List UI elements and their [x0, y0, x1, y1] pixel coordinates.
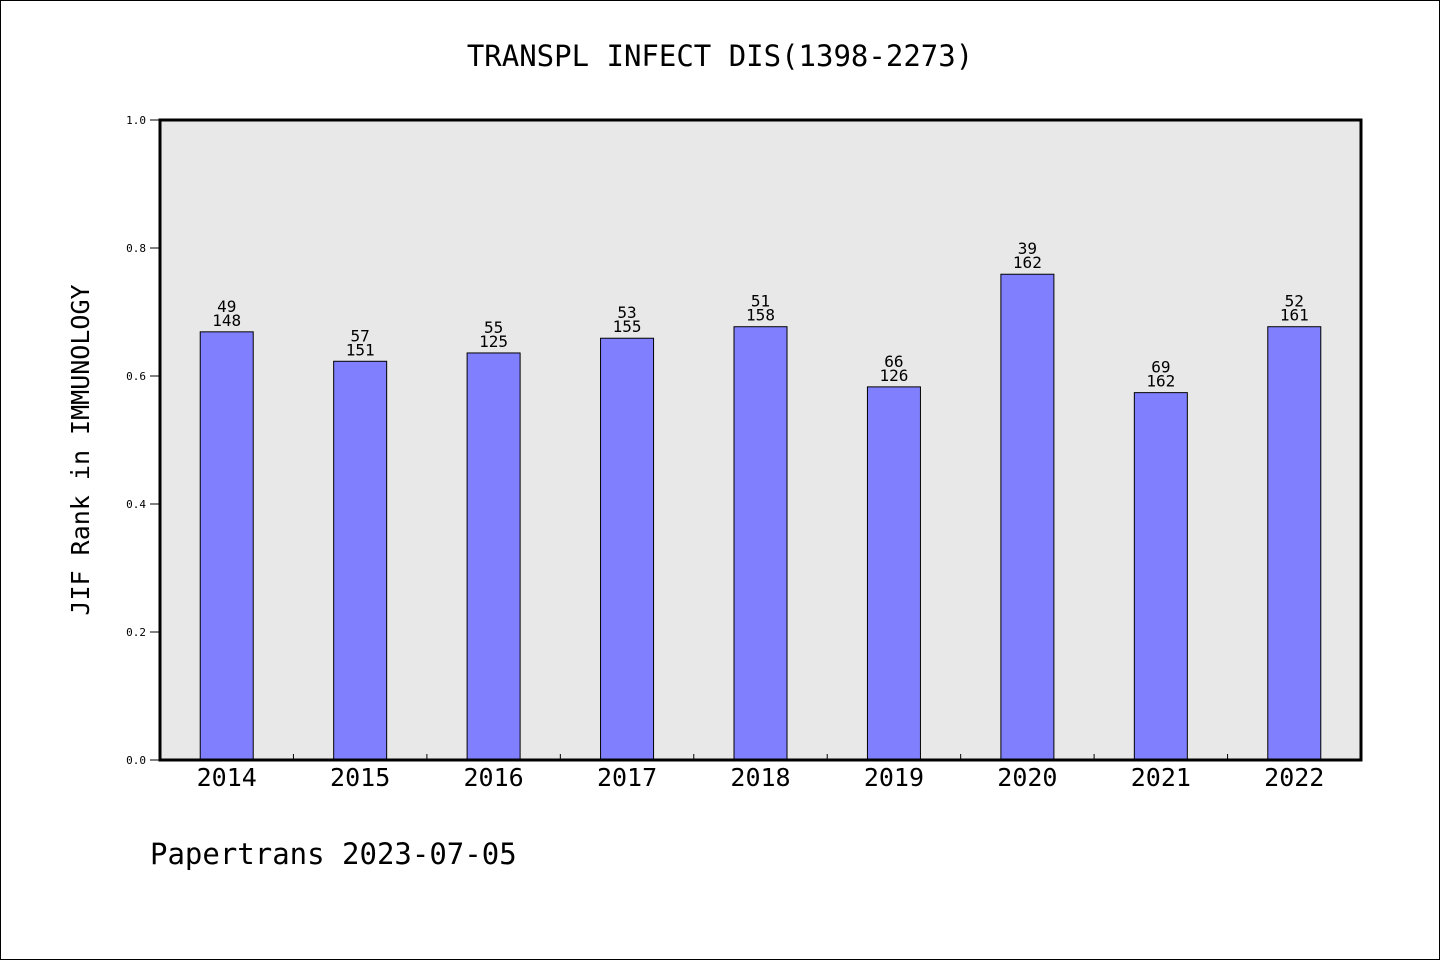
bar-rank-label: 51: [751, 292, 770, 311]
plot-border: [158, 118, 1363, 762]
x-tick-label: 2021: [1131, 763, 1191, 792]
bar-2014: [199, 331, 254, 761]
bar-total-label: 161: [1280, 306, 1309, 325]
bar-total-label: 148: [212, 311, 241, 330]
bar-labels-group: 4914857151551255315551158661263916269162…: [212, 239, 1308, 390]
y-tick-label: 1.0: [126, 114, 146, 127]
bar-rank-label: 69: [1151, 358, 1170, 377]
bar-2021: [1133, 392, 1188, 761]
x-tick-label: 2020: [997, 763, 1057, 792]
bar-2019: [866, 386, 921, 761]
bar-total-label: 151: [346, 340, 375, 359]
x-axis: 2014 2015 2016 2017 2018 2019 2020 2021 2022: [197, 754, 1324, 792]
bar-total-label: 162: [1146, 372, 1175, 391]
x-tick-label: 2017: [597, 763, 657, 792]
bar-rank-label: 66: [884, 352, 903, 371]
bar-2022: [1267, 326, 1322, 761]
footer-text: Papertrans 2023-07-05: [150, 837, 517, 871]
y-tick-label: 0.4: [126, 498, 146, 511]
bars-group: [199, 273, 1322, 761]
bar-2015: [333, 360, 388, 761]
bar-rank-label: 53: [617, 303, 636, 322]
bar-2017: [600, 337, 655, 761]
x-tick-label: 2014: [197, 763, 257, 792]
y-tick-label: 0.2: [126, 626, 146, 639]
x-tick-label: 2019: [864, 763, 924, 792]
bar-rank-label: 52: [1285, 292, 1304, 311]
bar-2016: [466, 352, 521, 761]
bar-total-label: 125: [479, 332, 508, 351]
bar-rank-label: 57: [351, 326, 370, 345]
bar-total-label: 162: [1013, 253, 1042, 272]
chart-title: TRANSPL INFECT DIS(1398-2273): [467, 39, 973, 73]
bar-2020: [1000, 273, 1055, 761]
bar-rank-label: 55: [484, 318, 503, 337]
bar-total-label: 126: [879, 366, 908, 385]
y-tick-label: 0.8: [126, 242, 146, 255]
y-tick-label: 0.0: [126, 754, 146, 767]
bar-2018: [733, 326, 788, 761]
y-axis: 0.0 0.2 0.4 0.6 0.8 1.0: [126, 114, 160, 767]
y-axis-label: JIF Rank in IMMUNOLOGY: [66, 284, 95, 615]
bar-rank-label: 49: [217, 297, 236, 316]
bar-total-label: 155: [613, 317, 642, 336]
bar-rank-label: 39: [1018, 239, 1037, 258]
x-tick-label: 2016: [464, 763, 524, 792]
y-tick-label: 0.6: [126, 370, 146, 383]
x-tick-label: 2018: [730, 763, 790, 792]
bar-total-label: 158: [746, 306, 775, 325]
x-tick-label: 2022: [1264, 763, 1324, 792]
x-tick-label: 2015: [330, 763, 390, 792]
